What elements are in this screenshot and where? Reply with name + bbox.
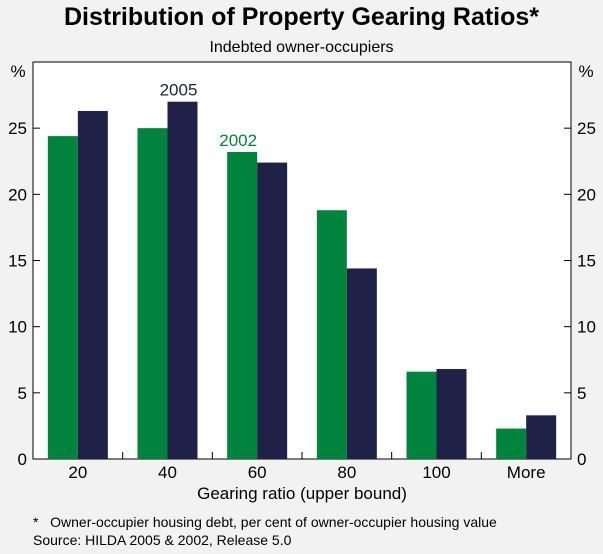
bar-2005-60 bbox=[257, 162, 288, 459]
x-ticks: 20 40 60 80 100 More bbox=[68, 452, 546, 482]
source-note: Source: HILDA 2005 & 2002, Release 5.0 bbox=[33, 532, 292, 548]
y-tick-label-left: 15 bbox=[8, 252, 27, 271]
y-tick-label-right: 5 bbox=[577, 384, 586, 403]
x-tick-label-100: 100 bbox=[422, 463, 450, 482]
y-tick-label-left: 0 bbox=[18, 450, 27, 469]
series-label-2002: 2002 bbox=[219, 131, 257, 150]
x-tick-label-60: 60 bbox=[248, 463, 267, 482]
x-tick-label-40: 40 bbox=[158, 463, 177, 482]
bar-2002-80 bbox=[316, 210, 347, 459]
bar-2005-40 bbox=[167, 101, 198, 459]
y-ticks: 0 0 5 5 10 10 15 15 20 20 25 25 bbox=[8, 119, 596, 469]
y-tick-label-right: 25 bbox=[577, 119, 596, 138]
bar-2002-20 bbox=[47, 136, 78, 459]
bar-2002-100 bbox=[406, 371, 437, 459]
y-axis-unit-right: % bbox=[578, 62, 593, 81]
bar-2002-More bbox=[496, 428, 527, 459]
x-axis-label: Gearing ratio (upper bound) bbox=[197, 484, 407, 503]
x-tick-label-More: More bbox=[507, 463, 546, 482]
y-axis-unit-left: % bbox=[10, 62, 25, 81]
y-tick-label-right: 10 bbox=[577, 318, 596, 337]
y-tick-label-left: 10 bbox=[8, 318, 27, 337]
bars bbox=[47, 101, 557, 460]
bar-2002-40 bbox=[137, 128, 168, 459]
x-tick-label-20: 20 bbox=[68, 463, 87, 482]
y-tick-label-right: 0 bbox=[577, 450, 586, 469]
bar-2005-More bbox=[526, 415, 557, 459]
y-tick-label-left: 25 bbox=[8, 119, 27, 138]
y-tick-label-left: 20 bbox=[8, 185, 27, 204]
y-tick-label-left: 5 bbox=[18, 384, 27, 403]
bar-2002-60 bbox=[227, 151, 258, 459]
chart-subtitle: Indebted owner-occupiers bbox=[209, 39, 393, 56]
bar-2005-100 bbox=[436, 369, 467, 459]
x-tick-label-80: 80 bbox=[337, 463, 356, 482]
bar-2005-80 bbox=[346, 268, 377, 459]
y-tick-label-right: 20 bbox=[577, 185, 596, 204]
plot-area bbox=[32, 61, 572, 460]
chart-title: Distribution of Property Gearing Ratios* bbox=[64, 3, 539, 31]
y-tick-label-right: 15 bbox=[577, 252, 596, 271]
series-label-2005: 2005 bbox=[160, 81, 198, 100]
bar-2005-20 bbox=[77, 110, 108, 460]
footnote: * Owner-occupier housing debt, per cent … bbox=[33, 514, 497, 530]
